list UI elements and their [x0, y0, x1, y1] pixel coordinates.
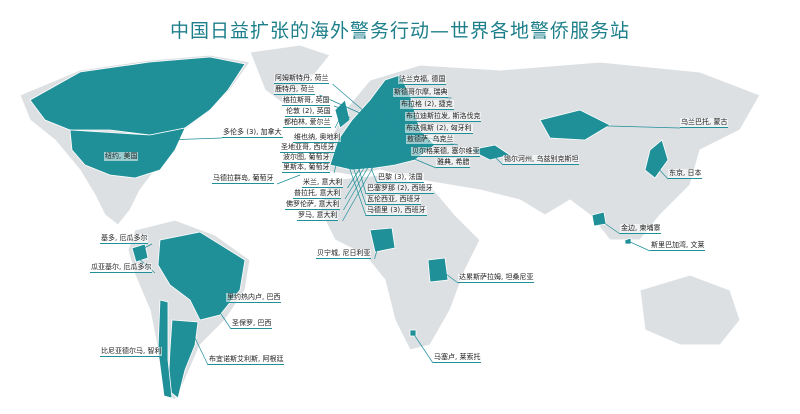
argentina [167, 319, 199, 399]
station-label: 金边, 柬埔寨 [620, 224, 662, 234]
leader-line [437, 267, 459, 284]
station-label: 敖德萨, 乌克兰 [406, 135, 455, 145]
leader-line [346, 116, 351, 119]
japan [644, 139, 669, 179]
station-label: 雅典, 希腊 [436, 158, 471, 168]
leader-line [338, 149, 346, 154]
station-label: 纽约, 美国 [104, 152, 139, 162]
station-label: 维也纳, 奥地利 [293, 133, 342, 143]
leader-line [489, 151, 504, 166]
leader-line [333, 157, 339, 174]
station-label: 鹿特丹, 荷兰 [274, 85, 316, 95]
station-label: 乌兰巴托, 蒙古 [680, 118, 729, 128]
leader-line [374, 239, 381, 260]
leader-line [161, 329, 166, 358]
leader-line [343, 149, 379, 211]
station-label: 锡尔河州, 乌兹别克斯坦 [503, 155, 580, 165]
leader-line [354, 154, 367, 195]
leader-line [344, 129, 386, 144]
station-label: 马德里 (3), 西班牙 [366, 206, 427, 216]
leader-line [349, 157, 367, 206]
station-label: 里约热内卢, 巴西 [226, 293, 282, 303]
station-label: 马德拉群岛, 葡萄牙 [212, 174, 275, 184]
station-label: 圣地亚哥, 西班牙 [280, 143, 336, 153]
leader-line [164, 137, 223, 141]
leader-line [204, 299, 227, 304]
leader-line [342, 154, 381, 222]
station-label: 布达佩斯 (2), 匈牙利 [405, 124, 473, 134]
leader-line [344, 154, 367, 217]
station-label: 东京, 日本 [668, 169, 703, 179]
canada [29, 56, 246, 136]
station-label: 佛罗伦萨, 意大利 [285, 200, 341, 210]
leader-line [599, 219, 621, 235]
leader-line [359, 139, 378, 184]
station-label: 布宜诺斯艾利斯, 阿根廷 [208, 355, 285, 365]
station-label: 斯里巴加湾, 文莱 [650, 241, 706, 251]
station-label: 米兰, 意大利 [302, 178, 344, 188]
station-label: 比尼亚德尔马, 智利 [100, 347, 163, 357]
ecuador [131, 243, 149, 263]
cambodia [591, 211, 607, 227]
station-label: 瓜亚基尔, 厄瓜多尔 [90, 263, 153, 273]
station-label: 都柏林, 爱尔兰 [283, 118, 332, 128]
brazil [157, 231, 246, 321]
station-label: 达累斯萨拉姆, 坦桑尼亚 [458, 273, 535, 283]
station-label: 阿姆斯特丹, 荷兰 [274, 74, 330, 84]
leader-line [384, 109, 401, 116]
leader-line [334, 117, 341, 129]
station-label: 罗马, 意大利 [297, 211, 339, 221]
station-label: 斯德哥尔摩, 瑞典 [393, 88, 449, 98]
leader-line [627, 240, 651, 252]
leader-line [214, 304, 232, 330]
tanzania [427, 257, 449, 283]
leader-line [347, 144, 376, 189]
station-label: 巴黎 (3), 法国 [377, 173, 424, 183]
station-label: 巴塞罗那 (2), 西班牙 [366, 184, 434, 194]
station-label: 格拉斯哥, 英国 [282, 96, 331, 106]
leader-line [276, 174, 301, 185]
station-label: 圣保罗, 巴西 [231, 319, 273, 329]
nigeria [369, 227, 396, 253]
station-label: 多伦多 (3), 加拿大 [222, 128, 283, 138]
station-label: 里斯本, 葡萄牙 [282, 163, 331, 173]
station-label: 伦敦 (2), 英国 [285, 107, 332, 117]
leader-line [139, 243, 153, 251]
station-label: 瓦伦西亚, 西班牙 [366, 195, 422, 205]
map-title: 中国日益扩张的海外警务行动—世界各地警侨服务站 [169, 20, 630, 42]
leader-line [333, 151, 339, 164]
station-label: 马塞卢, 莱索托 [433, 353, 482, 363]
leader-line [574, 124, 681, 129]
leader-line [194, 337, 209, 366]
leader-line [391, 119, 406, 123]
leader-line [142, 149, 151, 163]
africa [319, 174, 481, 351]
leader-line [333, 105, 346, 111]
station-label: 贝宁城, 尼日利亚 [316, 249, 372, 259]
leader-line [399, 139, 412, 158]
station-label: 法兰克福, 德国 [398, 75, 447, 85]
leader-line [394, 124, 406, 135]
leader-line [654, 164, 669, 180]
leader-line [404, 154, 437, 169]
leader-line [412, 332, 434, 364]
station-label: 基多, 厄瓜多尔 [100, 234, 149, 244]
station-label: 贝尔格莱德, 塞尔维亚 [411, 147, 481, 157]
station-label: 普拉托, 意大利 [293, 189, 342, 199]
leader-line [344, 149, 376, 200]
australia [639, 274, 741, 346]
station-label: 布拉格 (2), 捷克 [400, 100, 454, 110]
station-label: 波尔图, 葡萄牙 [282, 153, 331, 163]
station-label: 布拉迪斯拉发, 斯洛伐克 [405, 112, 482, 122]
